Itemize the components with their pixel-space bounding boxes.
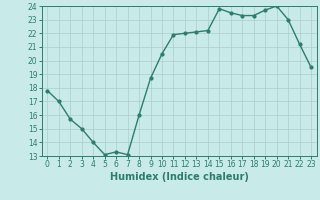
X-axis label: Humidex (Indice chaleur): Humidex (Indice chaleur) — [110, 172, 249, 182]
